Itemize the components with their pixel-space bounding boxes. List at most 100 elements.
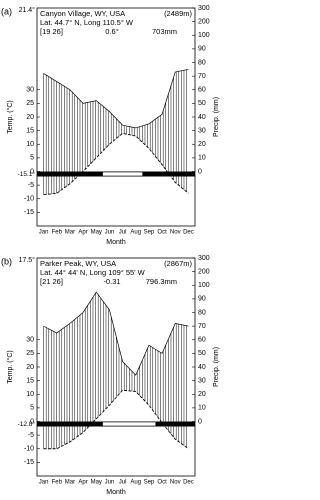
y-tick-label: -10 [24,196,34,203]
y-tick-label: 20 [26,364,34,371]
y2-tick-label: 90 [198,296,206,303]
x-tick-label: Apr [78,480,87,486]
x-tick-label: Aug [130,230,141,236]
y2-tick-label: 200 [198,268,210,275]
x-tick-label: Apr [78,230,87,236]
y2-axis-label: Precip. (mm) [213,347,220,387]
y2-tick-label: 20 [198,391,206,398]
y-tick-label: 10 [26,391,34,398]
abs-max: 17.5° [19,256,36,264]
x-tick-label: Feb [52,230,63,236]
x-tick-label: Jun [105,230,115,236]
x-tick-label: Aug [130,480,141,486]
y-axis-label: Temp. (°C) [6,350,14,384]
y2-tick-label: 0 [198,168,202,175]
x-tick-label: Feb [52,480,63,486]
abs-min: -15.1° [18,170,36,178]
frost-free-bar [102,422,156,426]
mean-temp: -0.31 [103,277,120,286]
annual-precip: 703mm [152,27,177,36]
abs-max: 21.4° [19,6,36,14]
y2-tick-label: 300 [198,5,210,12]
x-tick-label: Jul [119,230,127,236]
temp-line [43,132,189,196]
y2-tick-label: 50 [198,350,206,357]
x-axis-label: Month [106,239,126,246]
y2-tick-label: 80 [198,309,206,316]
y2-tick-label: 50 [198,100,206,107]
y2-axis-label: Precip. (mm) [213,97,220,137]
x-tick-label: Jan [39,230,49,236]
frost-free-bar [102,172,143,176]
y2-tick-label: 100 [198,282,210,289]
y-tick-label: 5 [30,155,34,162]
y2-tick-label: 70 [198,323,206,330]
y-tick-label: 10 [26,141,34,148]
years: [21 26] [40,277,63,286]
y2-tick-label: 100 [198,32,210,39]
y2-tick-label: 10 [198,405,206,412]
x-tick-label: Sep [144,480,155,486]
elevation: (2489m) [164,9,192,18]
elevation: (2867m) [164,259,192,268]
y-tick-label: 30 [26,337,34,344]
y-tick-label: -5 [28,432,34,439]
y-tick-label: 0 [30,418,34,425]
x-tick-label: Nov [170,230,181,236]
y2-tick-label: 20 [198,141,206,148]
x-tick-label: Dec [183,230,194,236]
x-tick-label: May [91,230,102,236]
panel-label: (b) [1,256,12,266]
y2-tick-label: 10 [198,155,206,162]
abs-min: -12.8° [18,420,36,428]
y2-tick-label: 300 [198,255,210,262]
y2-tick-label: 200 [198,18,210,25]
precip-line [43,68,189,129]
y-tick-label: -15 [24,459,34,466]
x-tick-label: Nov [170,480,181,486]
x-tick-label: Mar [65,230,75,236]
x-tick-label: Oct [157,230,167,236]
y-tick-label: 25 [26,350,34,357]
plot-frame [36,7,196,227]
y-tick-label: 5 [30,405,34,412]
y2-tick-label: 30 [198,127,206,134]
y-tick-label: -15 [24,209,34,216]
y-tick-label: -10 [24,446,34,453]
y2-tick-label: 60 [198,87,206,94]
panel-label: (a) [1,6,12,16]
station: Parker Peak, WY, USA [40,259,116,268]
x-tick-label: Jul [119,480,127,486]
location: Lat. 44.7° N, Long 110.5° W [40,18,134,27]
y-tick-label: 30 [26,87,34,94]
station: Canyon Village, WY, USA [40,9,125,18]
x-tick-label: Sep [144,230,155,236]
figure: -15-10-505101520253001020304050607080901… [1,5,220,496]
precip-line [43,291,189,376]
y2-tick-label: 40 [198,364,206,371]
x-tick-label: Jan [39,480,49,486]
y-tick-label: 0 [30,168,34,175]
x-tick-label: Dec [183,480,194,486]
y2-tick-label: 0 [198,418,202,425]
temp-line [43,389,189,450]
location: Lat. 44° 44' N, Long 109° 55' W [40,268,146,277]
x-axis-label: Month [106,489,126,496]
y2-tick-label: 60 [198,337,206,344]
y-tick-label: -5 [28,182,34,189]
y2-tick-label: 80 [198,59,206,66]
y-tick-label: 20 [26,114,34,121]
x-tick-label: May [91,480,102,486]
y2-tick-label: 70 [198,73,206,80]
plot-frame [36,257,196,477]
x-tick-label: Oct [157,480,167,486]
y-tick-label: 15 [26,127,34,134]
y2-tick-label: 40 [198,114,206,121]
years: [19 26] [40,27,63,36]
x-tick-label: Jun [105,480,115,486]
y-axis-label: Temp. (°C) [6,100,14,134]
y-tick-label: 25 [26,100,34,107]
y2-tick-label: 90 [198,46,206,53]
y2-tick-label: 30 [198,377,206,384]
mean-temp: 0.6° [105,27,118,36]
